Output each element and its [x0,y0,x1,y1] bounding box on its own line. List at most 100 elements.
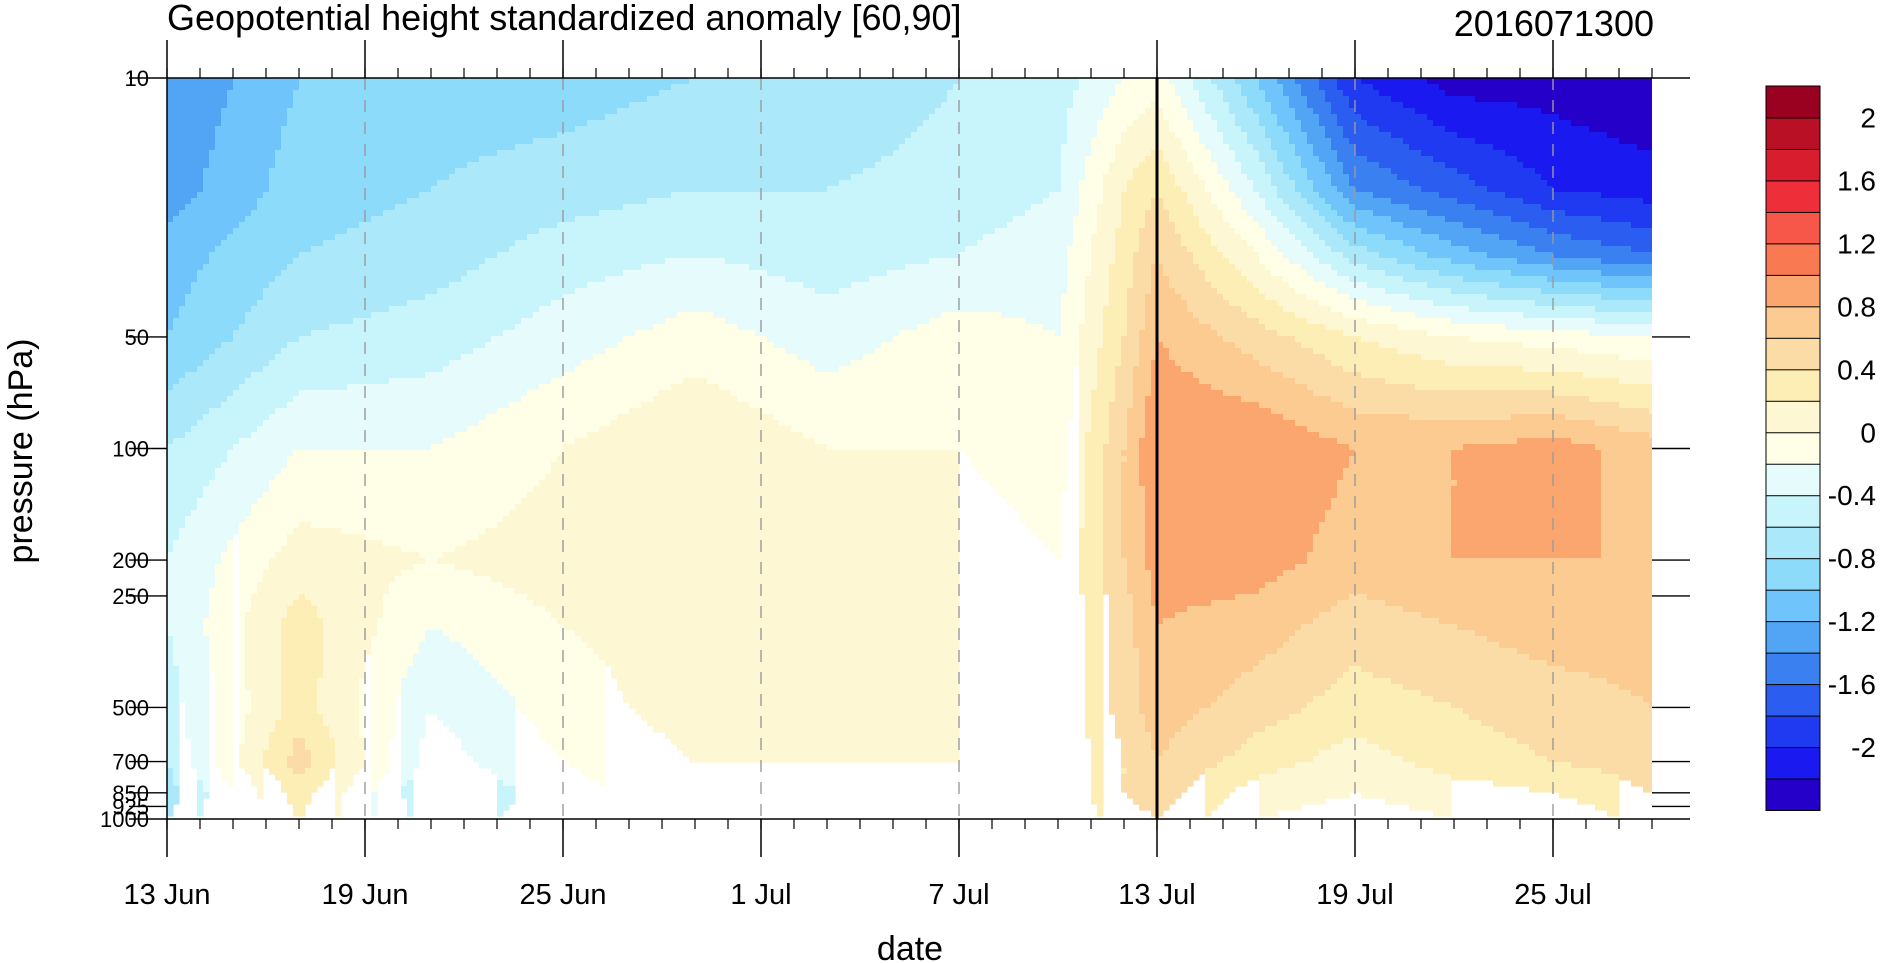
contour-cell [1505,648,1512,739]
contour-cell [173,786,180,805]
contour-cell [1319,324,1326,355]
contour-cell [1217,78,1224,91]
contour-cell [1415,690,1422,769]
contour-cell [1523,300,1530,319]
contour-cell [1571,768,1578,799]
contour-cell [1445,240,1452,259]
contour-cell [1295,714,1302,763]
contour-cell [719,258,726,319]
contour-cell [1295,318,1302,343]
contour-cell [1469,294,1476,313]
contour-cell [941,312,948,451]
contour-cell [203,78,210,169]
contour-cell [401,306,408,379]
contour-cell [713,318,720,385]
contour-cell [1565,258,1572,271]
contour-cell [467,570,474,655]
contour-cell [1379,216,1386,235]
contour-cell [731,396,738,763]
contour-cell [629,270,636,337]
contour-cell [323,330,330,391]
contour-cell [1625,288,1632,301]
contour-cell [1613,264,1620,277]
contour-cell [1451,264,1458,277]
contour-cell [737,78,744,193]
contour-cell [329,78,336,241]
contour-cell [887,78,894,157]
contour-cell [1595,270,1602,283]
contour-cell [1475,324,1482,343]
contour-cell [641,78,648,103]
colorbar-swatch [1765,116,1821,150]
contour-cell [821,192,828,295]
contour-cell [863,168,870,283]
contour-cell [1277,768,1284,811]
contour-cell [1373,162,1380,199]
contour-cell [1115,144,1122,229]
contour-cell [611,276,618,349]
contour-cell [1649,324,1652,337]
contour-cell [1631,228,1638,253]
contour-cell [1373,342,1380,379]
contour-cell [1331,114,1338,151]
contour-cell [797,192,804,283]
contour-cell [1421,420,1428,619]
contour-cell [359,384,366,451]
contour-cell [1601,336,1608,355]
contour-cell [1535,438,1542,559]
contour-cell [1475,558,1482,637]
colorbar-label: 0.8 [1837,291,1876,322]
contour-cell [1613,378,1620,403]
contour-cell [1493,78,1500,103]
contour-cell [1121,774,1128,793]
contour-cell [437,444,444,559]
contour-cell [287,534,294,607]
contour-cell [1325,204,1332,223]
contour-cell [1385,216,1392,241]
contour-cell [377,216,384,313]
contour-cell [1517,342,1524,367]
contour-cell [1427,618,1434,697]
contour-cell [1181,192,1188,247]
contour-cell [383,384,390,451]
contour-cell [1253,192,1260,223]
contour-cell [167,768,174,817]
contour-cell [1559,762,1566,799]
contour-cell [407,666,414,781]
contour-cell [647,198,654,265]
contour-cell [1523,264,1530,277]
contour-cell [1367,78,1374,85]
contour-cell [1007,318,1014,505]
contour-cell [293,450,300,529]
contour-cell [611,78,618,115]
contour-cell [1541,438,1548,559]
contour-cell [1475,720,1482,781]
contour-cell [1619,300,1626,313]
contour-cell [1379,78,1386,97]
contour-cell [1499,648,1506,733]
contour-cell [455,546,462,571]
contour-cell [371,450,378,541]
contour-cell [1061,144,1068,295]
contour-cell [299,390,306,451]
contour-cell [1121,336,1128,451]
contour-cell [953,450,960,763]
contour-cell [689,258,696,313]
contour-cell [215,348,222,409]
contour-cell [1211,78,1218,85]
contour-cell [1259,198,1266,229]
contour-cell [299,450,306,523]
contour-cell [1379,132,1386,169]
contour-cell [1433,288,1440,307]
contour-cell [1223,222,1230,259]
contour-cell [1529,228,1536,247]
contour-cell [1451,222,1458,247]
contour-cell [1487,270,1494,283]
colorbar-swatch [1765,526,1821,560]
contour-cell [1535,660,1542,757]
contour-cell [1079,78,1086,181]
contour-cell [605,276,612,349]
x-tick-label: 13 Jul [1118,879,1195,911]
contour-cell [1595,450,1602,559]
contour-cell [1169,84,1176,133]
